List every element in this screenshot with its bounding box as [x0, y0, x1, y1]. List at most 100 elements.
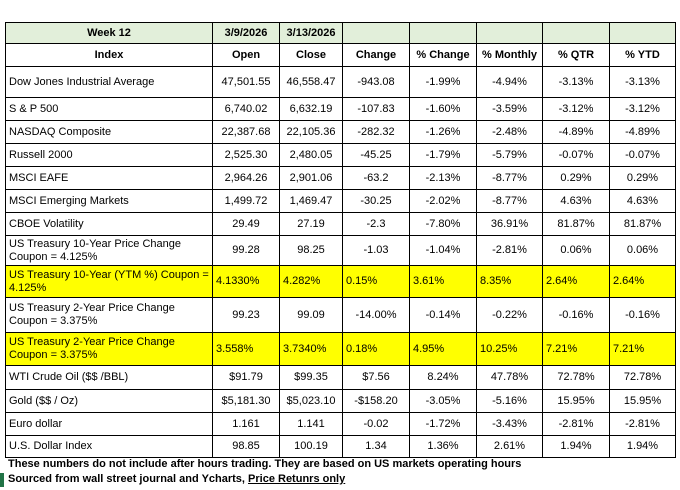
value-cell: -2.81%: [476, 235, 543, 266]
value-cell: $5,023.10: [279, 389, 343, 413]
value-cell: -943.08: [342, 66, 410, 98]
value-cell: 72.78%: [609, 365, 676, 390]
value-cell: 47.78%: [476, 365, 543, 390]
cell: [476, 22, 543, 44]
value-cell: -2.3: [342, 212, 410, 236]
value-cell: -45.25: [342, 143, 410, 167]
cell: [409, 22, 477, 44]
value-cell: -4.94%: [476, 66, 543, 98]
value-cell: 1.94%: [542, 435, 610, 458]
value-cell: 7.21%: [609, 332, 676, 366]
value-cell: 4.95%: [409, 332, 477, 366]
value-cell: -4.89%: [609, 120, 676, 144]
index-name: US Treasury 10-Year Price Change Coupon …: [5, 235, 213, 266]
value-cell: -$158.20: [342, 389, 410, 413]
value-cell: -5.16%: [476, 389, 543, 413]
table-row: NASDAQ Composite 22,387.68 22,105.36 -282.3…: [5, 120, 676, 144]
value-cell: -1.04%: [409, 235, 477, 266]
value-cell: -1.99%: [409, 66, 477, 98]
value-cell: 98.25: [279, 235, 343, 266]
index-name: US Treasury 10-Year (YTM %) Coupon = 4.1…: [5, 265, 213, 298]
column-header: Open: [212, 43, 280, 67]
value-cell: 6,740.02: [212, 97, 280, 121]
column-header-row: Index Open Close Change% Change% Monthly% Q…: [5, 43, 676, 67]
value-cell: 0.06%: [609, 235, 676, 266]
table-row: Russell 2000 2,525.30 2,480.05 -45.25 -1.79%…: [5, 143, 676, 167]
value-cell: -3.12%: [542, 97, 610, 121]
value-cell: 3.61%: [409, 265, 477, 298]
table-row: Gold ($$ / Oz) $5,181.30 $5,023.10 -$158.20…: [5, 389, 676, 413]
value-cell: -7.80%: [409, 212, 477, 236]
value-cell: 1.161: [212, 412, 280, 436]
index-name: CBOE Volatility: [5, 212, 213, 236]
index-name: WTI Crude Oil ($$ /BBL): [5, 365, 213, 390]
value-cell: 22,105.36: [279, 120, 343, 144]
value-cell: 2.61%: [476, 435, 543, 458]
value-cell: -8.77%: [476, 189, 543, 213]
value-cell: -2.48%: [476, 120, 543, 144]
value-cell: 2.64%: [609, 265, 676, 298]
value-cell: -14.00%: [342, 297, 410, 333]
value-cell: 6,632.19: [279, 97, 343, 121]
table-row: US Treasury 10-Year Price Change Coupon …: [5, 235, 676, 266]
value-cell: -1.72%: [409, 412, 477, 436]
value-cell: -0.16%: [542, 297, 610, 333]
value-cell: -3.12%: [609, 97, 676, 121]
table-row: Dow Jones Industrial Average 47,501.55 46,…: [5, 66, 676, 98]
value-cell: -0.07%: [542, 143, 610, 167]
index-name: NASDAQ Composite: [5, 120, 213, 144]
value-cell: 81.87%: [609, 212, 676, 236]
table-row: WTI Crude Oil ($$ /BBL) $91.79 $99.35 $7.56…: [5, 365, 676, 390]
table-row: S & P 500 6,740.02 6,632.19 -107.83 -1.60% -3…: [5, 97, 676, 121]
cell: [609, 22, 676, 44]
table-row: US Treasury 2-Year Price Change Coupon =…: [5, 297, 676, 333]
value-cell: -3.13%: [542, 66, 610, 98]
value-cell: 99.28: [212, 235, 280, 266]
value-cell: 46,558.47: [279, 66, 343, 98]
value-cell: -2.81%: [542, 412, 610, 436]
value-cell: 2,964.26: [212, 166, 280, 190]
value-cell: 47,501.55: [212, 66, 280, 98]
column-header: % QTR: [542, 43, 610, 67]
value-cell: 1.94%: [609, 435, 676, 458]
value-cell: 99.09: [279, 297, 343, 333]
value-cell: 3.7340%: [279, 332, 343, 366]
column-header: % YTD: [609, 43, 676, 67]
footnote: These numbers do not include after hours…: [8, 458, 522, 470]
value-cell: -1.60%: [409, 97, 477, 121]
value-cell: $91.79: [212, 365, 280, 390]
value-cell: -63.2: [342, 166, 410, 190]
cell-marker: [0, 473, 4, 487]
week-row: Week 12 3/9/2026 3/13/2026: [5, 22, 676, 44]
value-cell: 15.95%: [542, 389, 610, 413]
value-cell: 27.19: [279, 212, 343, 236]
table-body: Week 12 3/9/2026 3/13/2026 Index Open Clos…: [5, 22, 676, 458]
table-row: U.S. Dollar Index 98.85 100.19 1.34 1.36% 2.6…: [5, 435, 676, 458]
value-cell: -4.89%: [542, 120, 610, 144]
week-label: Week 12: [5, 22, 213, 44]
value-cell: 98.85: [212, 435, 280, 458]
value-cell: 72.78%: [542, 365, 610, 390]
value-cell: 1.34: [342, 435, 410, 458]
footnote: Sourced from wall street journal and Ych…: [8, 473, 345, 485]
index-name: S & P 500: [5, 97, 213, 121]
value-cell: -107.83: [342, 97, 410, 121]
cell: [342, 22, 410, 44]
value-cell: -2.13%: [409, 166, 477, 190]
value-cell: -0.16%: [609, 297, 676, 333]
value-cell: 0.06%: [542, 235, 610, 266]
value-cell: 0.29%: [609, 166, 676, 190]
value-cell: -3.43%: [476, 412, 543, 436]
value-cell: -2.81%: [609, 412, 676, 436]
value-cell: 0.29%: [542, 166, 610, 190]
value-cell: 3.558%: [212, 332, 280, 366]
market-table: Week 12 3/9/2026 3/13/2026 Index Open Clos…: [5, 22, 676, 458]
value-cell: -0.14%: [409, 297, 477, 333]
value-cell: 1.141: [279, 412, 343, 436]
value-cell: 8.35%: [476, 265, 543, 298]
table-row: CBOE Volatility 29.49 27.19 -2.3 -7.80% 36.91…: [5, 212, 676, 236]
value-cell: 2,525.30: [212, 143, 280, 167]
value-cell: 4.63%: [609, 189, 676, 213]
value-cell: 100.19: [279, 435, 343, 458]
value-cell: 7.21%: [542, 332, 610, 366]
